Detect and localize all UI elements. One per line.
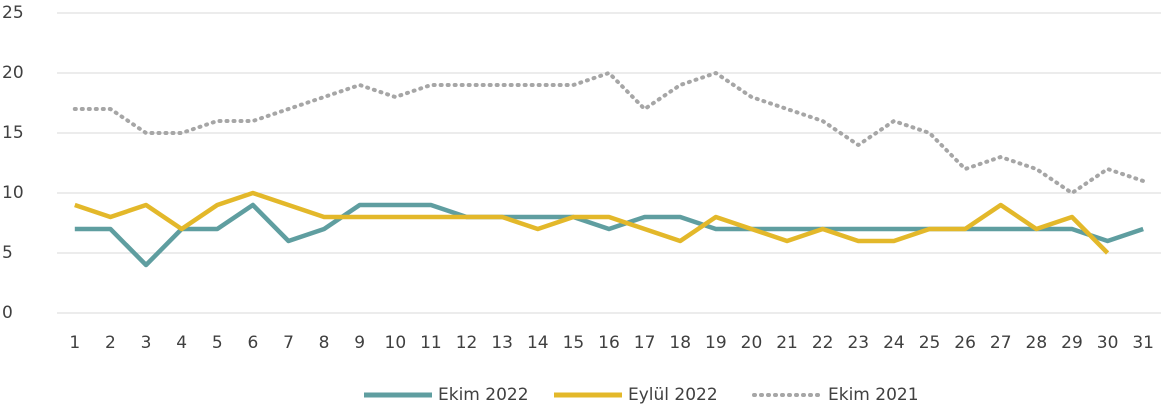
legend-label: Ekim 2022 (438, 385, 529, 405)
x-tick-label: 22 (812, 333, 834, 353)
y-tick-label: 10 (2, 183, 24, 203)
y-tick-label: 15 (2, 123, 24, 143)
legend-label: Eylül 2022 (628, 385, 718, 405)
x-tick-label: 9 (354, 333, 365, 353)
y-tick-label: 20 (2, 63, 24, 83)
x-tick-label: 23 (847, 333, 869, 353)
x-tick-label: 10 (385, 333, 407, 353)
x-tick-label: 7 (283, 333, 294, 353)
legend-label: Ekim 2021 (828, 385, 919, 405)
x-tick-label: 15 (563, 333, 585, 353)
series-line (74, 202, 1144, 268)
x-tick-label: 30 (1097, 333, 1119, 353)
x-tick-label: 21 (776, 333, 798, 353)
x-tick-label: 6 (247, 333, 258, 353)
x-tick-label: 28 (1026, 333, 1048, 353)
x-tick-label: 3 (141, 333, 152, 353)
x-tick-label: 31 (1132, 333, 1154, 353)
x-tick-label: 17 (634, 333, 656, 353)
x-tick-label: 4 (176, 333, 187, 353)
y-tick-label: 5 (2, 243, 13, 263)
x-tick-label: 18 (669, 333, 691, 353)
x-tick-label: 12 (456, 333, 478, 353)
x-tick-label: 27 (990, 333, 1012, 353)
x-tick-label: 8 (319, 333, 330, 353)
x-tick-label: 5 (212, 333, 223, 353)
x-tick-label: 24 (883, 333, 905, 353)
x-tick-label: 26 (954, 333, 976, 353)
series-line (72, 71, 1146, 195)
x-tick-label: 29 (1061, 333, 1083, 353)
x-tick-label: 13 (491, 333, 513, 353)
y-tick-label: 0 (2, 303, 13, 323)
y-tick-label: 25 (2, 3, 24, 23)
x-tick-label: 14 (527, 333, 549, 353)
series-line (74, 190, 1110, 255)
x-tick-label: 16 (598, 333, 620, 353)
x-tick-label: 25 (919, 333, 941, 353)
x-tick-label: 19 (705, 333, 727, 353)
x-tick-label: 20 (741, 333, 763, 353)
x-tick-label: 2 (105, 333, 116, 353)
x-tick-label: 1 (69, 333, 80, 353)
x-tick-label: 11 (420, 333, 442, 353)
